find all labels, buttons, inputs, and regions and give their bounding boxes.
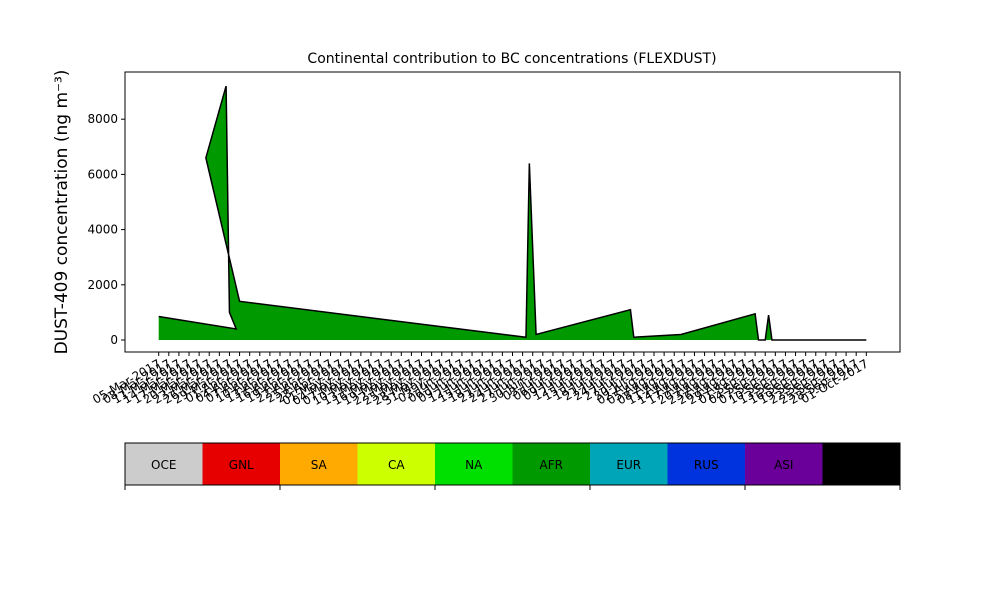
- legend-swatch: [280, 443, 358, 485]
- colorbar-ticks: [124, 485, 901, 490]
- legend-swatch: [667, 443, 745, 485]
- colorbar-frame: [124, 442, 901, 486]
- legend-label: NA: [465, 458, 483, 472]
- legend-swatch: [512, 443, 590, 485]
- legend-label: SA: [311, 458, 328, 472]
- legend-label: GNL: [229, 458, 254, 472]
- y-tick-label: 8000: [87, 112, 118, 126]
- legend-label: RUS: [694, 458, 719, 472]
- legend-swatch: [745, 443, 823, 485]
- legend-label: OCE: [151, 458, 176, 472]
- legend-swatch: [822, 443, 900, 485]
- legend-swatch: [202, 443, 280, 485]
- y-tick-label: 2000: [87, 278, 118, 292]
- legend-swatch: [435, 443, 513, 485]
- legend-swatch: [590, 443, 668, 485]
- legend-label: AFR: [540, 458, 563, 472]
- area-line: [158, 85, 867, 341]
- legend-label: ASI: [774, 458, 793, 472]
- y-axis-label: DUST-409 concentration (ng m⁻³): [52, 70, 72, 355]
- chart-title: Continental contribution to BC concentra…: [307, 51, 716, 67]
- legend-swatch: [357, 443, 435, 485]
- legend-label: AUS: [849, 458, 874, 472]
- y-tick-label: 0: [110, 333, 118, 347]
- y-tick-label: 4000: [87, 223, 118, 237]
- legend-label: CA: [388, 458, 405, 472]
- area-fill: [158, 86, 867, 340]
- legend-label: EUR: [616, 458, 641, 472]
- y-tick-label: 6000: [87, 167, 118, 181]
- legend-swatch: [125, 443, 203, 485]
